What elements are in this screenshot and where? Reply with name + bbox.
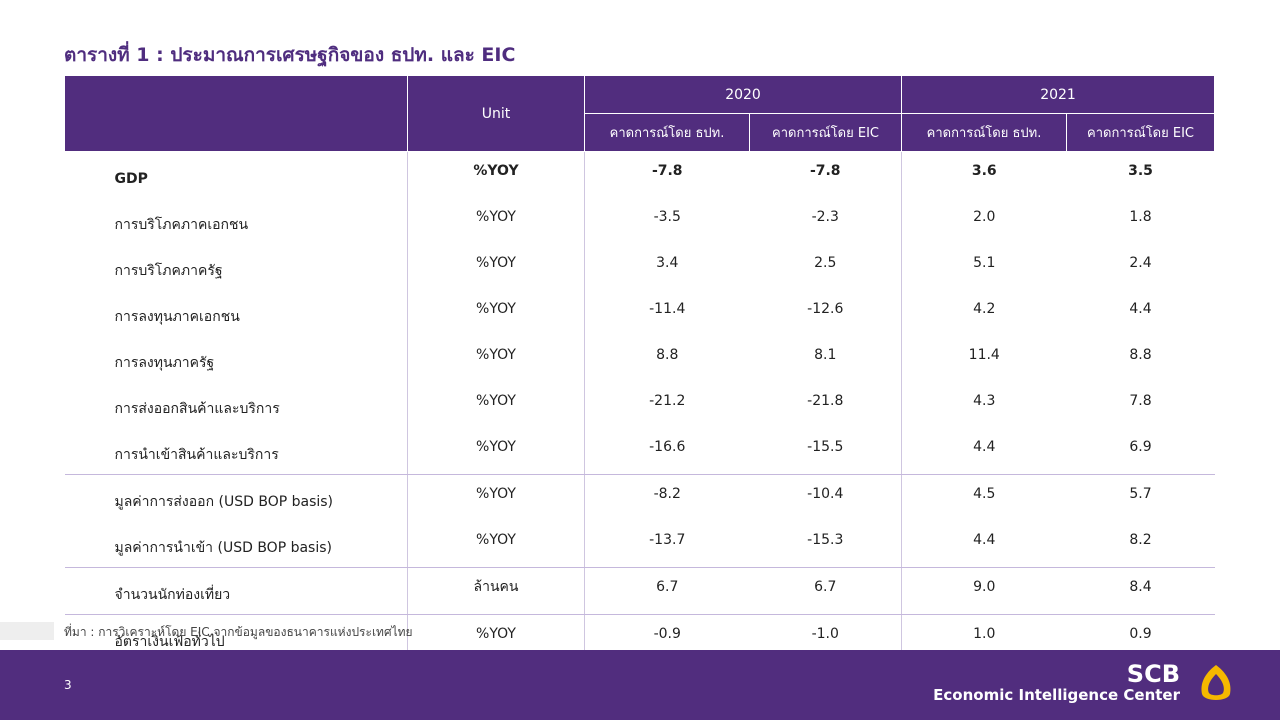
unit-cell: %YOY [407,428,585,475]
row-label: จำนวนนักท่องเที่ยว [64,567,408,615]
logo-icon [1201,665,1231,700]
header-blank [64,75,408,152]
row-label: การส่งออกสินค้าและบริการ [114,401,280,417]
value-cell: 7.8 [1129,393,1152,409]
unit-cell: %YOY [407,474,585,521]
page-number: 3 [64,678,72,692]
header-sub: คาดการณ์โดย ธปท. [584,113,750,152]
value-cell: 3.5 [1128,163,1153,179]
value-cell: 6.7 [584,567,750,615]
table-row: จำนวนนักท่องเที่ยว ล้านคน 6.7 6.7 9.0 8.4 [64,567,1215,615]
value-cell: 4.4 [1129,301,1152,317]
value-cell: -10.4 [807,486,844,502]
header-year: 2020 [583,75,903,114]
value-cell: 4.5 [901,474,1067,521]
table-row: การบริโภคภาคเอกชน %YOY -3.5 -2.3 2.0 1.8 [65,198,1215,244]
value-cell: 8.8 [584,336,750,382]
source-marker [0,622,54,640]
header-sub: คาดการณ์โดย EIC [1066,113,1216,152]
table-row: GDP %YOY -7.8 -7.8 3.6 3.5 [65,151,1215,198]
unit-cell: %YOY [407,521,585,568]
row-label: การลงทุนภาครัฐ [114,355,215,371]
value-cell: 4.4 [901,521,1067,568]
value-cell: -11.4 [584,290,750,336]
value-cell: -1.0 [811,626,839,642]
forecast-table: Unit 2020 2021 คาดการณ์โดย ธปท. คาดการณ์… [64,75,1216,708]
title: ตารางที่ 1 : ประมาณการเศรษฐกิจของ ธปท. แ… [64,44,516,66]
value-cell: 8.4 [1066,567,1215,615]
value-cell: 2.5 [814,255,837,271]
footer: 3 SCB Economic Intelligence Center [0,650,1280,720]
unit-cell: %YOY [407,244,585,290]
value-cell: 8.1 [814,347,837,363]
header-unit: Unit [407,75,585,152]
unit-cell: %YOY [407,151,585,198]
value-cell: 4.4 [901,428,1067,475]
value-cell: 0.9 [1129,626,1152,642]
row-label: การนำเข้าสินค้าและบริการ [64,428,408,475]
logo-text: SCB [1126,660,1180,688]
org-name: Economic Intelligence Center [933,686,1180,704]
value-cell: -3.5 [584,198,750,244]
value-cell: -13.7 [584,521,750,568]
value-cell: 5.1 [901,244,1067,290]
value-cell: 2.0 [901,198,1067,244]
value-cell: 6.9 [1066,428,1215,475]
value-cell: 8.8 [1129,347,1152,363]
source-note: ที่มา : การวิเคราะห์โดย EIC จากข้อมูลของ… [64,625,413,639]
table-row: มูลค่าการส่งออก (USD BOP basis) %YOY -8.2 -… [65,474,1215,521]
value-cell: -21.8 [807,393,844,409]
row-label: อัตราเงินเฟ้อทั่วไป [114,634,225,650]
value-cell: 9.0 [901,567,1067,615]
value-cell: -21.2 [584,382,750,428]
unit-cell: ล้านคน [407,567,585,615]
header-sub: คาดการณ์โดย EIC [748,113,903,152]
value-cell: 2.4 [1129,255,1152,271]
value-cell: -7.8 [809,163,841,179]
value-cell: -16.6 [584,428,750,475]
value-cell: -15.3 [749,521,902,568]
value-cell: 4.2 [901,290,1067,336]
unit-cell: %YOY [407,198,585,244]
unit-cell: %YOY [407,382,585,428]
table-row: การนำเข้าสินค้าและบริการ %YOY -16.6 -15.5 4.… [64,428,1215,475]
row-label: มูลค่าการส่งออก (USD BOP basis) [114,494,334,510]
row-label: การบริโภคภาครัฐ [114,263,223,279]
value-cell: 11.4 [901,336,1067,382]
row-label: การบริโภคภาคเอกชน [114,217,249,233]
value-cell: 3.4 [584,244,750,290]
value-cell: -7.8 [584,151,750,198]
value-cell: -15.5 [749,428,902,475]
header-year: 2021 [901,75,1216,114]
value-cell: 5.7 [1129,486,1152,502]
value-cell: 3.6 [901,151,1067,198]
value-cell: 1.8 [1129,209,1152,225]
value-cell: 4.3 [901,382,1067,428]
table-row: มูลค่าการนำเข้า (USD BOP basis) %YOY -13.7… [64,521,1215,568]
row-label: มูลค่าการนำเข้า (USD BOP basis) [64,521,408,568]
value-cell: 6.7 [749,567,902,615]
row-label: GDP [114,171,148,187]
table-row: การบริโภคภาครัฐ %YOY 3.4 2.5 5.1 2.4 [65,244,1215,290]
unit-cell: %YOY [407,290,585,336]
value-cell: -12.6 [807,301,844,317]
table-row: การส่งออกสินค้าและบริการ %YOY -21.2 -21.8 4.… [65,382,1215,428]
table-row: การลงทุนภาคเอกชน %YOY -11.4 -12.6 4.2 4.4 [65,290,1215,336]
unit-cell: %YOY [407,336,585,382]
value-cell: -2.3 [811,209,839,225]
row-label: การลงทุนภาคเอกชน [114,309,240,325]
value-cell: -8.2 [584,474,750,521]
header-sub: คาดการณ์โดย ธปท. [901,113,1068,152]
table-row: การลงทุนภาครัฐ %YOY 8.8 8.1 11.4 8.8 [65,336,1215,382]
value-cell: 8.2 [1066,521,1215,568]
